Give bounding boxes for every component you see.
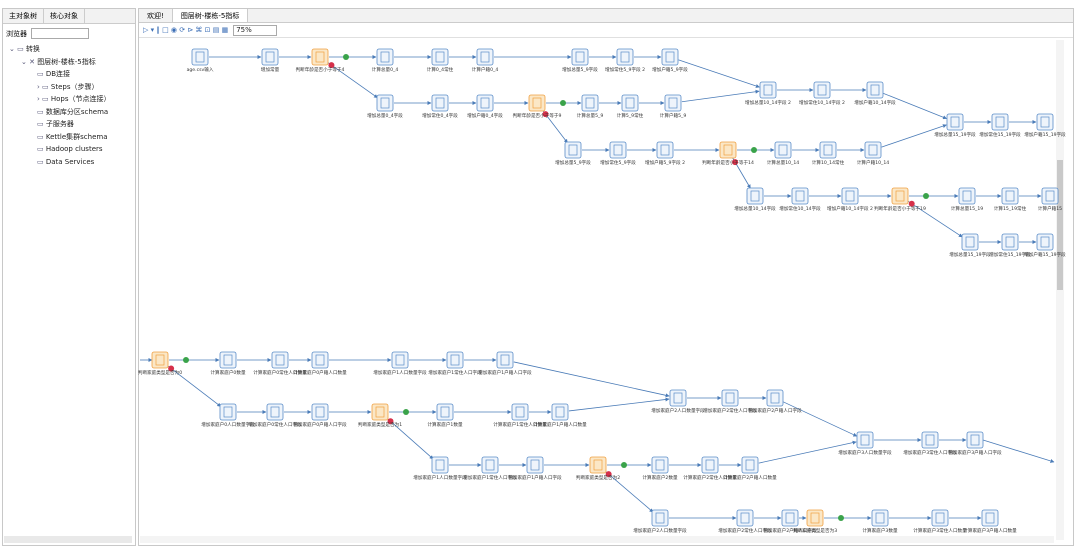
tab[interactable]: 主对象树 bbox=[3, 9, 44, 23]
search-input[interactable] bbox=[31, 28, 89, 39]
browser-row: 浏览器 bbox=[6, 28, 132, 39]
tab[interactable]: 欢迎! bbox=[139, 9, 173, 22]
tree-label: Hops（节点连接） bbox=[50, 95, 111, 103]
tree-item[interactable]: › ▭ Steps（步骤） bbox=[37, 82, 99, 91]
tree-label: DB连接 bbox=[45, 70, 71, 78]
toolbar-icons[interactable]: ▷ ▾ ‖ □ ◉ ⟳ ⊳ ⌘ ⊡ ▤ ▦ bbox=[143, 26, 229, 34]
tree-item[interactable]: ⌄ ▭ 转换 bbox=[9, 45, 40, 53]
tree-item[interactable]: ▭ 数据库分区schema bbox=[37, 107, 109, 116]
left-panel: 主对象树 核心对象 浏览器 ⌄ ▭ 转换 ⌄ ✕ 图层树-楼栋-5指标 ▭ DB连接… bbox=[2, 8, 136, 546]
toolbar: ▷ ▾ ‖ □ ◉ ⟳ ⊳ ⌘ ⊡ ▤ ▦ 75% bbox=[139, 23, 1073, 38]
tree-label: 数据库分区schema bbox=[45, 107, 109, 116]
tab[interactable]: 图层树-楼栋-5指标 bbox=[172, 9, 249, 22]
left-tabs: 主对象树 核心对象 bbox=[3, 9, 135, 24]
editor-tabs: 欢迎! 图层树-楼栋-5指标 bbox=[139, 9, 1073, 23]
tree-item[interactable]: ▭ DB连接 bbox=[37, 70, 71, 78]
zoom-select[interactable]: 75% bbox=[233, 24, 278, 36]
tree-label: 子服务器 bbox=[45, 120, 74, 128]
tree: ⌄ ▭ 转换 ⌄ ✕ 图层树-楼栋-5指标 ▭ DB连接 › ▭ Steps（步骤） ›… bbox=[3, 43, 135, 168]
tree-label: Kettle集群schema bbox=[45, 132, 108, 141]
tree-item[interactable]: ▭ Hadoop clusters bbox=[37, 145, 103, 153]
editor: 欢迎! 图层树-楼栋-5指标 ▷ ▾ ‖ □ ◉ ⟳ ⊳ ⌘ ⊡ ▤ ▦ 75% bbox=[138, 8, 1074, 546]
browser-label: 浏览器 bbox=[6, 29, 27, 38]
tree-item[interactable]: ⌄ ✕ 图层树-楼栋-5指标 bbox=[21, 57, 96, 66]
tree-item[interactable]: ▭ Kettle集群schema bbox=[37, 132, 108, 141]
tree-item[interactable]: ▭ 子服务器 bbox=[37, 120, 74, 128]
tree-item[interactable]: ▭ Data Services bbox=[37, 157, 95, 166]
tab[interactable]: 核心对象 bbox=[44, 9, 85, 23]
tree-label: Hadoop clusters bbox=[45, 145, 103, 153]
tree-label: 图层树-楼栋-5指标 bbox=[37, 57, 96, 66]
tree-label: 转换 bbox=[25, 45, 40, 53]
tree-label: Data Services bbox=[45, 157, 95, 166]
tree-item[interactable]: › ▭ Hops（节点连接） bbox=[37, 95, 111, 103]
tree-label: Steps（步骤） bbox=[50, 82, 99, 91]
